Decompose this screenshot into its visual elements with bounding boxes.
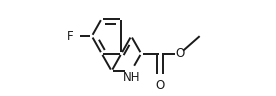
Text: F: F [67,30,73,43]
Text: O: O [155,79,165,92]
Text: O: O [175,47,185,60]
Text: NH: NH [123,71,140,84]
